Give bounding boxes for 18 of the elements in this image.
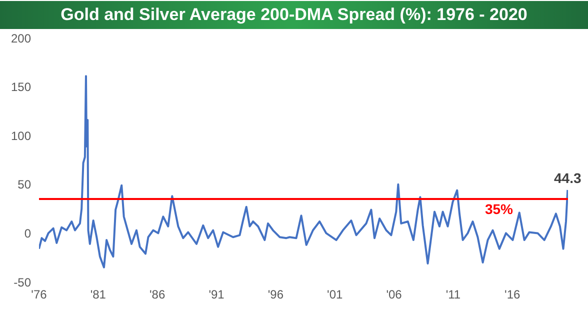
y-tick-label: 0 bbox=[24, 226, 32, 240]
y-tick-label: 200 bbox=[10, 31, 32, 46]
y-tick-label: 150 bbox=[10, 80, 32, 94]
chart-title: Gold and Silver Average 200-DMA Spread (%): 1976 - 2020 bbox=[0, 1, 588, 29]
x-tick-label: '86 bbox=[150, 288, 166, 302]
x-tick-label: '11 bbox=[446, 288, 461, 302]
x-tick-label: '81 bbox=[90, 288, 106, 302]
y-tick-label: 100 bbox=[10, 128, 32, 143]
y-tick-label: -50 bbox=[14, 275, 32, 290]
x-tick-label: '06 bbox=[386, 288, 402, 302]
x-tick-label: '16 bbox=[504, 288, 521, 302]
ref-line-label: 35% bbox=[484, 200, 514, 217]
x-tick-label: '96 bbox=[268, 288, 284, 302]
x-tick-label: '76 bbox=[31, 288, 48, 302]
y-tick-label: 50 bbox=[18, 178, 32, 192]
annotation: 44.3 bbox=[554, 170, 582, 186]
x-tick-label: '91 bbox=[208, 288, 225, 302]
x-tick-label: '01 bbox=[327, 288, 344, 302]
